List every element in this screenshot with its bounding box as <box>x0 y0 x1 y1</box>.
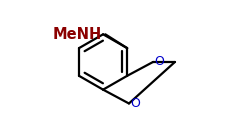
Text: O: O <box>130 97 140 110</box>
Text: O: O <box>154 55 164 68</box>
Text: MeNH: MeNH <box>53 27 102 42</box>
